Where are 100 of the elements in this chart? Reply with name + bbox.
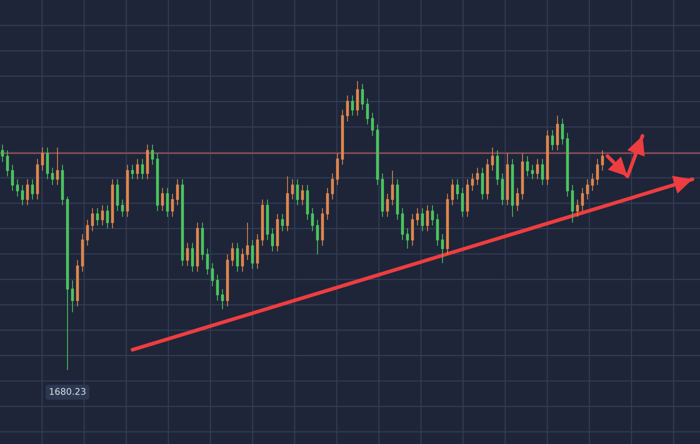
candlestick — [516, 188, 519, 212]
candlestick — [151, 144, 154, 166]
candlestick — [386, 193, 389, 218]
candlestick — [301, 184, 304, 206]
candlestick — [331, 173, 334, 200]
candlestick — [511, 158, 514, 218]
candlestick — [56, 147, 59, 186]
candlestick — [271, 228, 274, 252]
candlestick — [466, 178, 469, 218]
candlestick — [471, 173, 474, 192]
candlestick — [556, 115, 559, 151]
candlestick — [581, 188, 584, 212]
candlestick — [306, 184, 309, 220]
candlestick — [146, 144, 149, 180]
candlestick — [91, 208, 94, 232]
candlestick — [576, 199, 579, 218]
candlestick — [496, 150, 499, 186]
candlestick — [431, 204, 434, 226]
candlestick — [406, 228, 409, 250]
candlestick — [376, 124, 379, 186]
candlestick — [451, 178, 454, 206]
candlestick — [71, 280, 74, 313]
candlestick — [281, 214, 284, 232]
candlestick — [256, 234, 259, 270]
candlestick — [36, 158, 39, 200]
candlestick — [461, 188, 464, 218]
candlestick — [96, 208, 99, 226]
candlestick — [401, 208, 404, 240]
candlestick — [481, 167, 484, 200]
candlestick — [21, 184, 24, 206]
candlestick — [356, 80, 359, 116]
candlestick — [1, 144, 4, 162]
candlestick — [186, 242, 189, 266]
candlestick — [66, 196, 69, 370]
candlestick — [26, 178, 29, 206]
candlestick — [126, 164, 129, 218]
candlestick — [396, 178, 399, 220]
candlestick — [216, 274, 219, 302]
candlestick — [586, 178, 589, 200]
candlestick — [236, 242, 239, 272]
candlestick — [326, 188, 329, 220]
candlestick — [596, 158, 599, 186]
candlestick — [436, 214, 439, 246]
candlestick — [371, 112, 374, 136]
candlestick — [311, 208, 314, 232]
candlestick — [521, 152, 524, 200]
candlestick — [441, 234, 444, 264]
candlestick — [241, 248, 244, 272]
candlestick — [416, 208, 419, 226]
candlestick — [381, 173, 384, 218]
candlestick — [296, 178, 299, 206]
candlestick — [286, 176, 289, 232]
candlestick — [411, 214, 414, 246]
candlestick — [86, 219, 89, 246]
candlestick — [76, 260, 79, 307]
candlestick — [476, 167, 479, 186]
candlestick — [101, 204, 104, 226]
candlestick — [176, 178, 179, 206]
candlestick — [136, 158, 139, 180]
candlestick — [266, 199, 269, 240]
candlestick — [11, 164, 14, 192]
candlestick — [246, 222, 249, 261]
candlestick — [106, 204, 109, 229]
candlestick — [526, 156, 529, 177]
candlestick — [601, 150, 604, 172]
candlestick — [291, 178, 294, 200]
candlestick — [31, 178, 34, 200]
candlestick — [546, 130, 549, 186]
candlestick — [221, 288, 224, 310]
candlestick — [41, 147, 44, 172]
candlestick — [501, 173, 504, 206]
candlestick — [6, 150, 9, 177]
candlestick — [341, 109, 344, 166]
candlestick — [161, 188, 164, 212]
candlestick — [531, 164, 534, 180]
candlestick — [171, 193, 174, 218]
candlestick — [181, 178, 184, 266]
candlestick — [141, 158, 144, 180]
candlestick — [561, 118, 564, 145]
candlestick — [116, 178, 119, 212]
candlestick — [316, 219, 319, 255]
candlestick — [446, 193, 449, 255]
candlestick — [121, 199, 124, 218]
candlestick — [211, 262, 214, 287]
candlestick — [276, 214, 279, 252]
candlestick — [206, 248, 209, 276]
candlestick — [351, 95, 354, 116]
candlestick — [46, 147, 49, 180]
candlestick — [421, 208, 424, 232]
candlestick — [261, 199, 264, 246]
candlestick — [191, 242, 194, 272]
candlestick — [591, 173, 594, 192]
candlestick — [536, 158, 539, 180]
candlestick — [346, 95, 349, 122]
candlestick — [61, 164, 64, 206]
candlestick — [506, 152, 509, 206]
candlestick — [551, 130, 554, 151]
candlestick — [391, 170, 394, 206]
candlestick — [201, 222, 204, 261]
candlestick — [131, 164, 134, 180]
